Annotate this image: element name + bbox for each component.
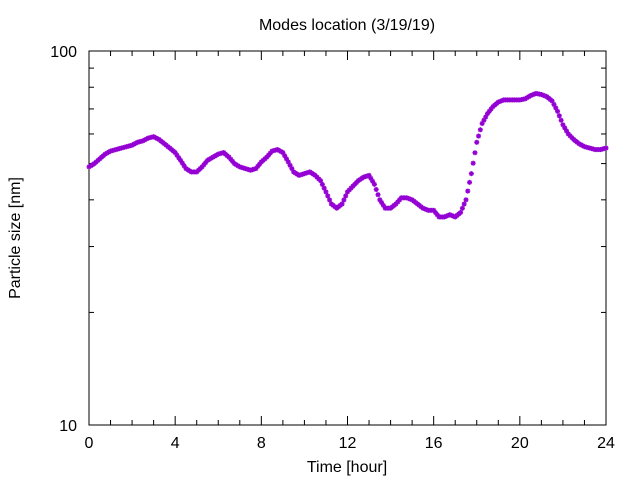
- data-point: [465, 188, 471, 194]
- data-point: [477, 127, 483, 133]
- x-tick-label: 12: [339, 435, 357, 452]
- data-point: [564, 128, 570, 134]
- y-tick-label: 10: [59, 418, 77, 435]
- data-point: [603, 145, 609, 151]
- data-point: [325, 193, 331, 199]
- x-tick-label: 20: [511, 435, 529, 452]
- y-tick-label: 100: [50, 44, 77, 61]
- data-point: [467, 179, 473, 185]
- data-point: [468, 171, 474, 177]
- x-tick-label: 24: [597, 435, 615, 452]
- y-ticks: 10 100: [50, 44, 606, 435]
- data-point: [461, 201, 467, 207]
- x-tick-label: 0: [85, 435, 94, 452]
- x-tick-label: 4: [171, 435, 180, 452]
- data-point: [476, 133, 482, 139]
- data-point: [558, 117, 564, 123]
- data-point: [463, 197, 469, 203]
- data-point: [459, 205, 465, 211]
- x-axis-label: Time [hour]: [307, 459, 387, 476]
- data-point: [323, 189, 329, 195]
- data-point: [556, 113, 562, 119]
- x-tick-label: 16: [425, 435, 443, 452]
- data-point: [470, 160, 476, 166]
- data-point: [321, 185, 327, 191]
- data-point: [174, 152, 180, 158]
- data-point: [474, 139, 480, 145]
- data-point: [481, 117, 487, 123]
- data-point: [373, 187, 379, 193]
- data-point: [555, 108, 561, 114]
- data-point: [319, 181, 325, 187]
- chart-title: Modes location (3/19/19): [259, 17, 435, 34]
- y-axis-label: Particle size [nm]: [7, 177, 24, 299]
- plot-frame: [88, 50, 607, 426]
- data-points: [86, 90, 609, 220]
- data-point: [343, 193, 349, 199]
- data-point: [458, 209, 464, 215]
- data-point: [472, 150, 478, 156]
- x-ticks: 0 4 8 12 16 20 24: [85, 51, 615, 452]
- data-point: [327, 197, 333, 203]
- data-point: [375, 192, 381, 198]
- data-point: [339, 201, 345, 207]
- x-tick-label: 8: [257, 435, 266, 452]
- data-point: [371, 181, 377, 187]
- data-point: [341, 197, 347, 203]
- data-point: [318, 178, 324, 184]
